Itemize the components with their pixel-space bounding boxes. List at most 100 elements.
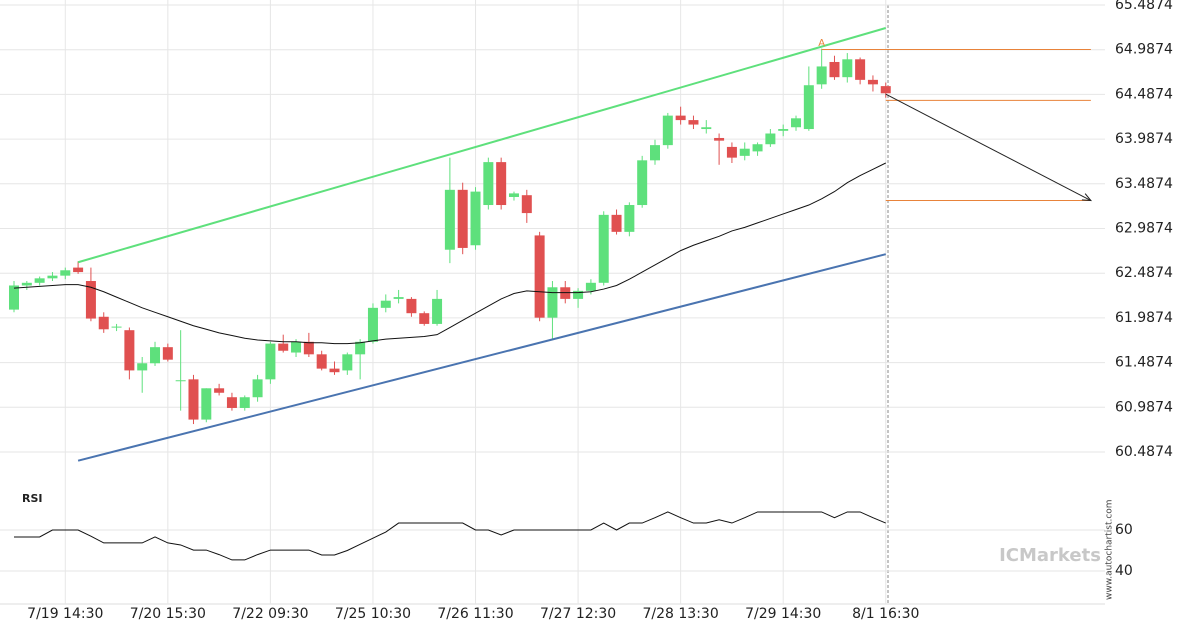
- candle-body: [880, 86, 891, 94]
- y-tick-label: 62.4874: [1115, 265, 1173, 281]
- candle-body: [316, 354, 327, 369]
- candle-body: [662, 115, 673, 146]
- candle-body: [483, 162, 494, 206]
- candle-body: [611, 214, 622, 232]
- source: www.autochartist.com: [1105, 499, 1115, 600]
- candle-body: [393, 297, 404, 299]
- candle-body: [650, 145, 660, 161]
- candle-body: [188, 379, 199, 420]
- moving-average: [13, 162, 886, 345]
- y-tick-label: 60.4874: [1115, 444, 1173, 460]
- candle-body: [9, 285, 19, 310]
- candle-body: [701, 127, 712, 130]
- watermark: ICMarkets: [999, 545, 1101, 566]
- candle-body: [47, 275, 58, 279]
- candle-body: [303, 341, 314, 355]
- candle-body: [726, 146, 737, 158]
- rsi-tick-label: 40: [1115, 563, 1133, 579]
- y-tick-label: 64.9874: [1115, 42, 1173, 58]
- candle-body: [688, 120, 699, 125]
- candle-body: [855, 59, 866, 80]
- candle-body: [867, 79, 878, 85]
- candle-body: [21, 282, 32, 286]
- candle-body: [547, 287, 558, 318]
- arrow-head: [1081, 193, 1093, 202]
- candle-body: [150, 347, 161, 364]
- candle-body: [137, 363, 148, 371]
- candle-body: [598, 214, 609, 283]
- candle-body: [111, 326, 122, 328]
- candle-body: [252, 379, 263, 398]
- x-tick-label: 7/29 14:30: [745, 606, 821, 622]
- candle-body: [226, 397, 237, 408]
- candle-body: [406, 298, 417, 314]
- x-tick-label: 8/1 16:30: [852, 606, 919, 622]
- x-tick-label: 7/26 11:30: [437, 606, 513, 622]
- candle-body: [367, 307, 378, 342]
- rsi-tick-label: 60: [1115, 522, 1133, 538]
- candle-body: [342, 354, 353, 371]
- candle-body: [714, 137, 725, 141]
- trend-line: [77, 27, 887, 264]
- candle-body: [355, 341, 366, 355]
- rsi-line: [14, 511, 886, 561]
- candle-body: [765, 133, 776, 145]
- candle-body: [829, 61, 840, 78]
- candle-body: [239, 397, 250, 408]
- y-tick-label: 63.9874: [1115, 131, 1173, 147]
- candle-body: [496, 162, 507, 206]
- y-tick-label: 63.4874: [1115, 176, 1173, 192]
- x-tick-label: 7/25 10:30: [335, 606, 411, 622]
- candle-body: [201, 388, 212, 420]
- candle-body: [521, 195, 532, 214]
- y-tick-label: 61.9874: [1115, 310, 1173, 326]
- candle-body: [175, 380, 186, 382]
- candle-body: [98, 316, 109, 330]
- x-tick-label: 7/22 09:30: [232, 606, 308, 622]
- candle-body: [675, 115, 686, 121]
- y-tick-label: 61.4874: [1115, 355, 1173, 371]
- candle-body: [444, 189, 455, 250]
- x-tick-label: 7/27 12:30: [540, 606, 616, 622]
- candle-body: [842, 59, 853, 78]
- y-tick-label: 65.4874: [1115, 0, 1173, 13]
- candle-body: [214, 388, 225, 393]
- candle-body: [432, 298, 443, 324]
- x-tick-label: 7/19 14:30: [27, 606, 103, 622]
- forecast-arrow: [885, 93, 1092, 201]
- candle-body: [585, 282, 596, 291]
- candle-body: [637, 160, 648, 206]
- candle-body: [291, 341, 302, 353]
- candle-body: [457, 189, 468, 248]
- candle-body: [573, 290, 584, 299]
- candle-body: [739, 148, 750, 156]
- candle-body: [470, 191, 481, 246]
- candle-body: [380, 300, 391, 308]
- candle-body: [752, 144, 763, 152]
- candle-body: [60, 270, 71, 276]
- candle-body: [124, 330, 135, 371]
- candle-body: [419, 313, 430, 324]
- candle-body: [791, 118, 802, 128]
- x-tick-label: 7/28 13:30: [643, 606, 719, 622]
- y-tick-label: 62.9874: [1115, 221, 1173, 237]
- y-tick-label: 60.9874: [1115, 399, 1173, 415]
- trend-line: [77, 253, 887, 462]
- candle-body: [778, 129, 789, 131]
- pattern-marker: A: [818, 38, 825, 49]
- candle-body: [803, 85, 814, 130]
- candle-body: [329, 368, 340, 373]
- candle-body: [816, 66, 827, 85]
- candle-body: [278, 343, 289, 351]
- x-tick-label: 7/20 15:30: [130, 606, 206, 622]
- candle-body: [534, 235, 545, 318]
- candle-body: [508, 193, 519, 197]
- candle-body: [265, 343, 276, 380]
- candle-body: [162, 347, 173, 360]
- y-tick-label: 64.4874: [1115, 86, 1173, 102]
- candle-body: [85, 281, 96, 319]
- candle-body: [73, 267, 84, 273]
- candle-body: [624, 205, 635, 232]
- candle-body: [34, 278, 45, 283]
